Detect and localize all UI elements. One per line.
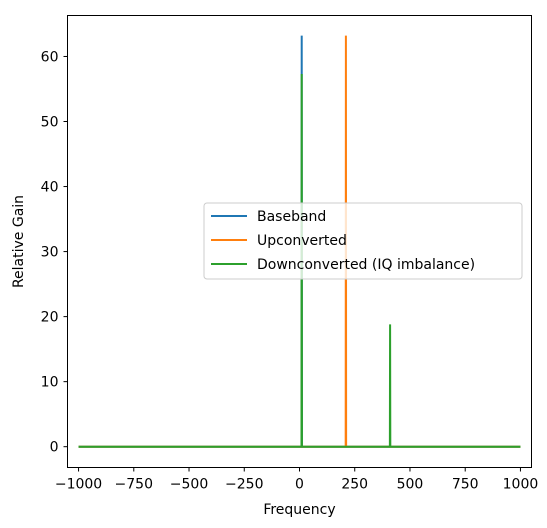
y-tick-label: 10 [41,375,59,391]
legend-label-upconverted: Upconverted [257,233,347,249]
legend-label-baseband: Baseband [257,209,326,225]
plot-frame [67,15,532,468]
y-tick-label: 40 [41,180,59,196]
y-axis: 0 10 20 30 40 50 60 [41,49,68,456]
y-tick-label: 50 [41,115,59,131]
x-tick-label: −750 [115,477,153,493]
x-tick-label: −500 [170,477,208,493]
y-tick-label: 0 [50,440,59,456]
series-layer [78,35,521,448]
x-tick-label: 0 [295,477,304,493]
x-axis-label: Frequency [263,502,335,518]
x-tick-label: 1000 [503,477,539,493]
legend: Baseband Upconverted Downconverted (IQ i… [203,202,523,280]
y-tick-label: 30 [41,245,59,261]
x-tick-label: −250 [225,477,263,493]
series-line-2 [78,74,521,448]
y-axis-label: Relative Gain [11,195,27,288]
y-tick-label: 60 [41,49,59,65]
x-tick-label: −1000 [55,477,102,493]
x-tick-label: 750 [452,477,479,493]
x-tick-label: 250 [341,477,368,493]
x-axis: −1000 −750 −500 −250 0 250 500 750 1000 [55,467,539,493]
legend-box [203,202,523,280]
y-tick-label: 20 [41,310,59,326]
legend-label-downconverted: Downconverted (IQ imbalance) [257,257,475,273]
x-tick-label: 500 [397,477,424,493]
